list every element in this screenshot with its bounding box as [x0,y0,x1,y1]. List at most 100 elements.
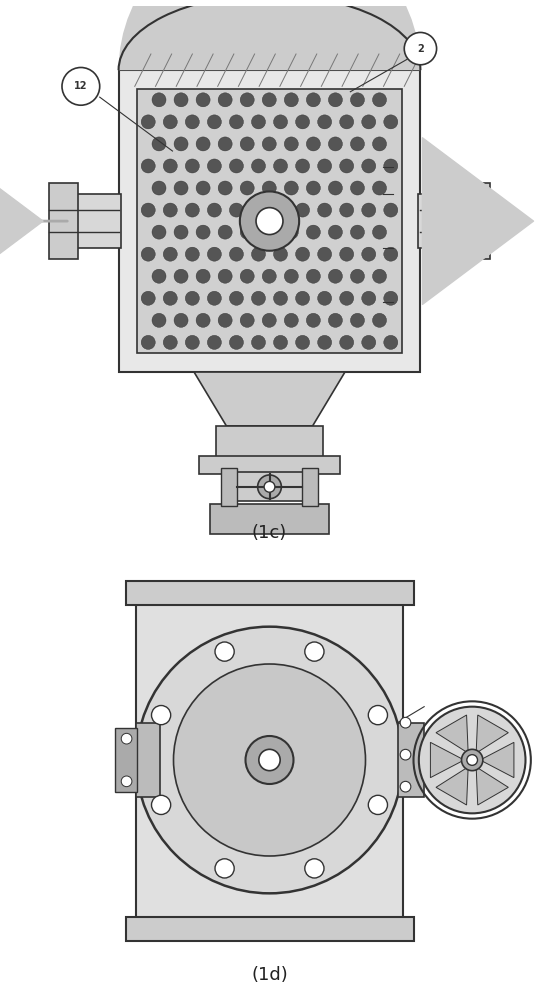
Circle shape [295,247,309,261]
Circle shape [350,181,364,195]
Bar [136,603,403,920]
Circle shape [151,795,171,815]
Circle shape [295,115,309,129]
Circle shape [230,159,244,173]
Circle shape [152,137,166,151]
Circle shape [252,115,266,129]
Bar [216,426,323,458]
Circle shape [400,749,411,760]
Circle shape [317,203,331,217]
Circle shape [350,269,364,283]
Circle shape [328,93,342,107]
Circle shape [174,225,188,239]
Circle shape [284,313,298,327]
Bar [302,468,318,506]
Circle shape [218,269,232,283]
Circle shape [384,115,398,129]
Circle shape [372,137,386,151]
Circle shape [141,247,155,261]
Circle shape [328,269,342,283]
Circle shape [284,137,298,151]
Circle shape [230,115,244,129]
Circle shape [306,225,320,239]
Circle shape [262,93,277,107]
Circle shape [230,203,244,217]
Circle shape [218,137,232,151]
Circle shape [305,642,324,661]
Bar [119,70,420,372]
FancyArrowPatch shape [0,138,43,304]
Circle shape [196,93,210,107]
Circle shape [185,203,199,217]
Circle shape [384,291,398,305]
Polygon shape [476,767,508,805]
Circle shape [362,159,376,173]
Circle shape [461,749,483,771]
Circle shape [306,181,320,195]
FancyArrowPatch shape [423,138,534,304]
Circle shape [259,749,280,771]
Circle shape [240,313,254,327]
Circle shape [196,313,210,327]
Circle shape [218,225,232,239]
Circle shape [163,247,177,261]
Circle shape [174,93,188,107]
Circle shape [240,191,299,251]
Circle shape [262,181,277,195]
Circle shape [362,247,376,261]
Circle shape [163,335,177,349]
Polygon shape [431,742,464,778]
Bar [397,723,424,797]
Circle shape [305,859,324,878]
Circle shape [328,313,342,327]
Circle shape [264,481,275,492]
Circle shape [340,335,354,349]
Circle shape [163,291,177,305]
Circle shape [240,181,254,195]
Circle shape [262,313,277,327]
Circle shape [163,115,177,129]
Circle shape [245,736,294,784]
Circle shape [163,159,177,173]
Circle shape [368,795,388,815]
Circle shape [317,159,331,173]
Circle shape [372,93,386,107]
Circle shape [273,203,287,217]
Circle shape [340,115,354,129]
Circle shape [252,291,266,305]
Circle shape [262,225,277,239]
Circle shape [208,115,222,129]
Circle shape [384,159,398,173]
Circle shape [252,335,266,349]
Circle shape [230,291,244,305]
Circle shape [467,755,478,765]
Circle shape [400,781,411,792]
Polygon shape [436,715,468,753]
Circle shape [295,203,309,217]
Circle shape [256,208,283,235]
Circle shape [174,269,188,283]
Polygon shape [436,767,468,805]
Circle shape [240,225,254,239]
Circle shape [362,291,376,305]
Circle shape [62,67,100,105]
Circle shape [295,335,309,349]
Circle shape [328,137,342,151]
Bar [221,468,237,506]
Bar [126,917,413,941]
Bar [115,728,137,792]
Circle shape [163,203,177,217]
Circle shape [317,115,331,129]
Circle shape [230,247,244,261]
Circle shape [218,181,232,195]
Circle shape [185,159,199,173]
Circle shape [340,203,354,217]
Circle shape [215,642,234,661]
Circle shape [295,159,309,173]
Text: 12: 12 [74,81,88,91]
Circle shape [252,247,266,261]
Circle shape [306,137,320,151]
Circle shape [317,247,331,261]
Circle shape [340,159,354,173]
Circle shape [328,225,342,239]
